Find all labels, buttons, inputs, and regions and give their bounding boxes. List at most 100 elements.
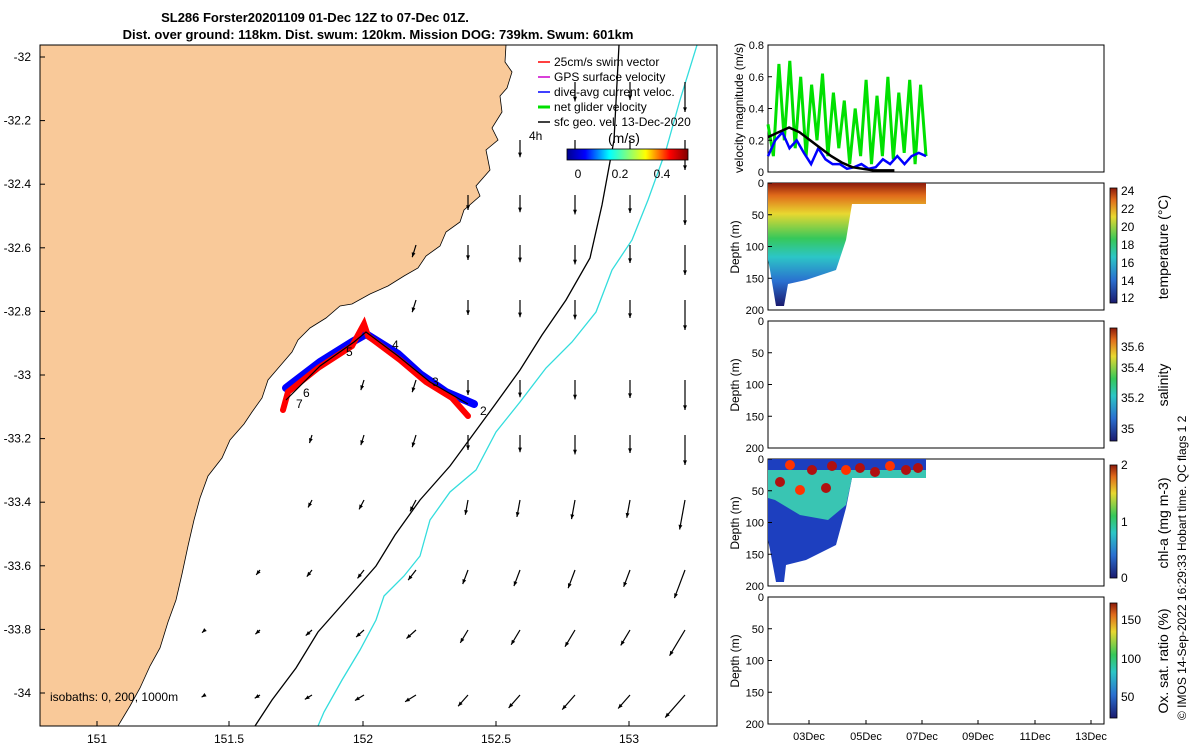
depth-tick: 0 bbox=[758, 454, 764, 466]
velocity-y-tick: 0.4 bbox=[749, 104, 764, 116]
vector-arrowhead bbox=[683, 460, 687, 465]
vector-arrowhead bbox=[570, 514, 575, 520]
vector-arrowhead bbox=[665, 712, 670, 718]
vector-arrowhead bbox=[565, 641, 570, 647]
depth-tick: 150 bbox=[746, 549, 764, 561]
oxygen-colorbar bbox=[1109, 602, 1118, 719]
map-y-tick: -32.2 bbox=[4, 114, 32, 128]
vector-arrowhead bbox=[464, 509, 469, 515]
vector-arrowhead bbox=[359, 504, 363, 510]
vector-arrow bbox=[673, 569, 686, 599]
depth-tick: 50 bbox=[752, 348, 764, 360]
vector-arrowhead bbox=[573, 394, 577, 400]
temperature-panel: 0 50 100 150 200 Depth (m) 12 14 16 18 20 22 24 tempe… bbox=[728, 178, 1171, 317]
chla-dot bbox=[775, 477, 785, 487]
legend-net-glider-velocity: net glider velocity bbox=[538, 100, 647, 114]
salinity-panel: 0 50 100 150 200 Depth (m) 35 35.2 35.4 35.6 salin… bbox=[728, 316, 1171, 455]
vector-arrowhead bbox=[628, 258, 632, 263]
map-y-tick: -32.6 bbox=[4, 241, 32, 255]
vector-arrowhead bbox=[256, 570, 261, 575]
legend-gps-surface-velocity: GPS surface velocity bbox=[538, 70, 665, 84]
map-y-tick: -32 bbox=[14, 50, 32, 64]
net-velocity-track bbox=[285, 331, 469, 405]
depth-tick: 0 bbox=[758, 592, 764, 604]
colorbar-tick: 50 bbox=[1121, 690, 1135, 704]
vector-arrowhead bbox=[406, 634, 412, 639]
vector-arrowhead bbox=[309, 438, 313, 444]
speed-colorbar bbox=[566, 148, 689, 161]
vector-arrowhead bbox=[518, 257, 522, 263]
vector-arrowhead bbox=[573, 259, 577, 265]
legend-swim-vector: 25cm/s swim vector bbox=[538, 55, 659, 69]
vector-arrowhead bbox=[683, 220, 687, 225]
vector-arrowhead bbox=[678, 524, 683, 530]
depth-tick: 100 bbox=[746, 242, 764, 254]
glider-track bbox=[280, 316, 478, 419]
vector-arrowhead bbox=[405, 697, 411, 702]
vector-arrowhead bbox=[356, 632, 361, 638]
vector-arrowhead bbox=[620, 640, 625, 646]
colorbar-tick: 35.2 bbox=[1121, 391, 1145, 405]
waypoint-7: 7 bbox=[296, 397, 303, 411]
colorbar-tick: 35 bbox=[1121, 422, 1135, 436]
vector-arrowhead bbox=[410, 506, 414, 512]
chla-dot bbox=[870, 467, 880, 477]
temperature-field bbox=[768, 183, 926, 306]
vector-arrowhead bbox=[518, 312, 522, 318]
map-y-tick: -32.4 bbox=[4, 177, 32, 191]
colorbar-tick: 24 bbox=[1121, 184, 1135, 198]
vector-arrowhead bbox=[625, 512, 630, 518]
vector-arrowhead bbox=[618, 703, 623, 709]
vector-arrowhead bbox=[466, 205, 470, 210]
depth-tick: 100 bbox=[746, 656, 764, 668]
vector-arrowhead bbox=[466, 445, 470, 450]
map-x-axis: 151 151.5 152 152.5 153 bbox=[87, 721, 639, 746]
chla-colorbar bbox=[1109, 464, 1118, 579]
colorbar-unit: (m/s) bbox=[608, 130, 640, 146]
depth-ylabel: Depth (m) bbox=[728, 634, 742, 687]
vector-arrowhead bbox=[623, 581, 628, 587]
vector-arrowhead bbox=[306, 571, 312, 577]
waypoint-5: 5 bbox=[346, 345, 353, 359]
time-tick: 05Dec bbox=[850, 731, 882, 743]
svg-text:net glider velocity: net glider velocity bbox=[554, 100, 647, 114]
waypoint-6: 6 bbox=[303, 386, 310, 400]
vector-arrowhead bbox=[518, 447, 522, 453]
svg-text:GPS surface velocity: GPS surface velocity bbox=[554, 70, 665, 84]
depth-ylabel: Depth (m) bbox=[728, 220, 742, 273]
vector-arrowhead bbox=[567, 583, 572, 589]
map-y-tick: -34 bbox=[14, 686, 32, 700]
chla-dot bbox=[901, 465, 911, 475]
chla-dot bbox=[795, 485, 805, 495]
vector-arrowhead bbox=[628, 313, 632, 318]
depth-ylabel: Depth (m) bbox=[728, 496, 742, 549]
isobath-note: isobaths: 0, 200, 1000m bbox=[50, 690, 178, 704]
vector-arrowhead bbox=[411, 307, 416, 313]
time-tick: 13Dec bbox=[1075, 731, 1107, 743]
vector-arrowhead bbox=[518, 152, 522, 158]
depth-tick: 0 bbox=[758, 178, 764, 190]
oxygen-panel: 0 50 100 150 200 Depth (m) 50 100 150 Ox. sat. ra… bbox=[728, 592, 1171, 743]
vector-arrowhead bbox=[683, 325, 687, 330]
vector-arrowhead bbox=[562, 704, 567, 710]
legend-dive-avg-current: dive-avg current veloc. bbox=[538, 85, 675, 99]
waypoint-3: 3 bbox=[432, 375, 439, 389]
svg-text:sfc geo. vel. 13-Dec-2020: sfc geo. vel. 13-Dec-2020 bbox=[554, 115, 691, 129]
vector-arrowhead bbox=[354, 696, 360, 701]
map-x-tick: 152.5 bbox=[481, 732, 511, 746]
vector-arrowhead bbox=[683, 165, 687, 170]
time-tick: 09Dec bbox=[962, 731, 994, 743]
velocity-line bbox=[767, 126, 895, 172]
vector-arrowhead bbox=[513, 581, 518, 587]
vector-arrowhead bbox=[683, 405, 687, 410]
vector-arrow bbox=[664, 694, 686, 718]
map-y-tick: -33.6 bbox=[4, 559, 32, 573]
vector-arrowhead bbox=[360, 440, 365, 446]
map-x-tick: 152 bbox=[353, 732, 373, 746]
figure-title-line1: SL286 Forster20201109 01-Dec 12Z to 07-D… bbox=[161, 10, 469, 25]
vector-arrowhead bbox=[254, 694, 260, 699]
time-axis: 03Dec 05Dec 07Dec 09Dec 11Dec 13Dec bbox=[793, 720, 1107, 743]
time-label: 4h bbox=[529, 129, 542, 143]
vector-arrowhead bbox=[411, 252, 416, 258]
vector-arrowhead bbox=[669, 650, 674, 656]
